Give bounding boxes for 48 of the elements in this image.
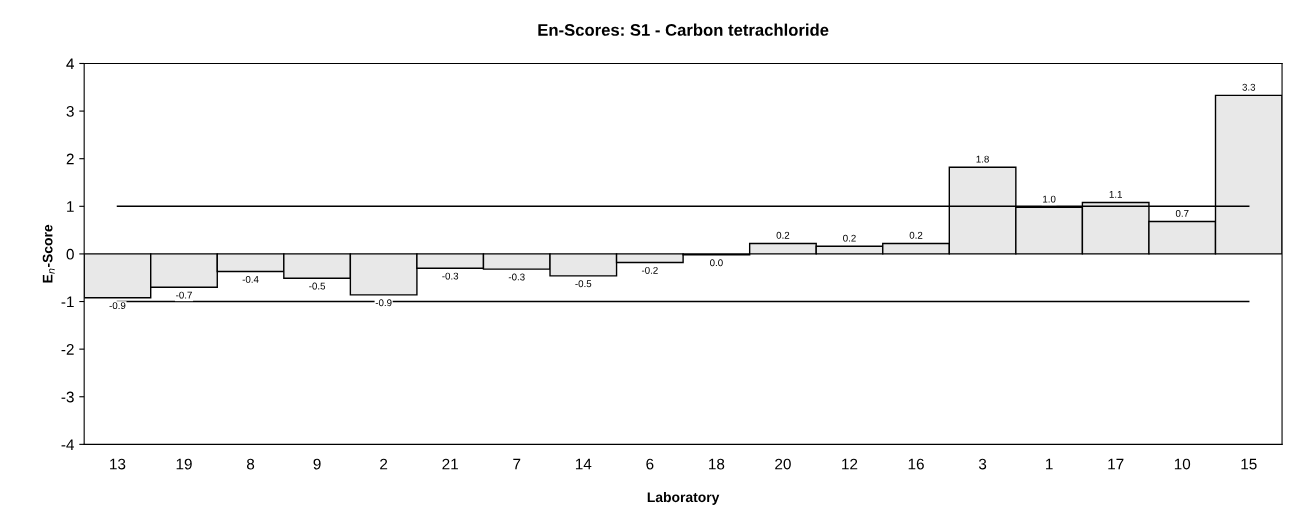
x-tick-label: 12	[842, 458, 858, 470]
y-tick-label: -3	[61, 391, 74, 403]
x-tick-label: 17	[1108, 458, 1124, 470]
y-tick-label: -4	[61, 439, 75, 450]
data-label: -0.9	[109, 302, 126, 310]
data-label: 0.2	[843, 234, 856, 242]
y-tick-label: 0	[66, 248, 74, 260]
data-label: 1.1	[1109, 191, 1122, 198]
x-tick-label: 15	[1241, 458, 1257, 470]
data-label: 0.7	[1175, 209, 1189, 217]
data-label: -0.3	[442, 272, 459, 280]
x-tick-label: 18	[709, 458, 725, 470]
y-tick-label: 1	[67, 201, 74, 212]
data-label: 0.2	[776, 231, 790, 239]
data-label: -0.9	[375, 299, 392, 307]
x-tick-label: 14	[575, 458, 592, 470]
x-tick-label: 2	[380, 458, 388, 470]
y-tick-label: -1	[61, 296, 74, 308]
x-tick-label: 8	[246, 458, 255, 470]
data-label: 1.8	[976, 155, 989, 163]
x-tick-label: 19	[176, 458, 192, 470]
x-axis-title: Laboratory	[647, 491, 720, 505]
data-label: 0.2	[909, 231, 923, 239]
data-label: 0.0	[710, 259, 723, 267]
data-label: 3.3	[1242, 83, 1256, 91]
x-tick-label: 1	[1046, 458, 1053, 470]
x-tick-label: 3	[978, 458, 987, 470]
data-label: -0.3	[508, 273, 525, 281]
x-tick-label: 21	[442, 458, 458, 470]
data-label: -0.5	[309, 282, 326, 290]
x-tick-label: 13	[110, 458, 126, 470]
x-tick-label: 10	[1174, 458, 1191, 470]
y-tick-label: 2	[66, 153, 74, 165]
x-tick-label: 16	[908, 458, 924, 470]
data-label: 1.0	[1043, 195, 1056, 203]
x-tick-label: 9	[313, 458, 321, 470]
y-tick-label: 3	[66, 105, 74, 117]
x-tick-label: 6	[646, 458, 654, 470]
x-tick-label: 7	[513, 458, 521, 470]
chart-title: En-Scores: S1 - Carbon tetrachloride	[538, 23, 829, 36]
y-tick-label: 4	[66, 58, 75, 70]
y-tick-label: -2	[61, 344, 74, 355]
data-label: -0.2	[641, 266, 658, 274]
data-label: -0.5	[575, 280, 592, 288]
x-tick-label: 20	[775, 458, 791, 470]
data-label: -0.7	[176, 291, 192, 299]
y-axis-title: E$_{n}$-Score	[42, 224, 55, 283]
data-label: -0.4	[242, 275, 259, 283]
